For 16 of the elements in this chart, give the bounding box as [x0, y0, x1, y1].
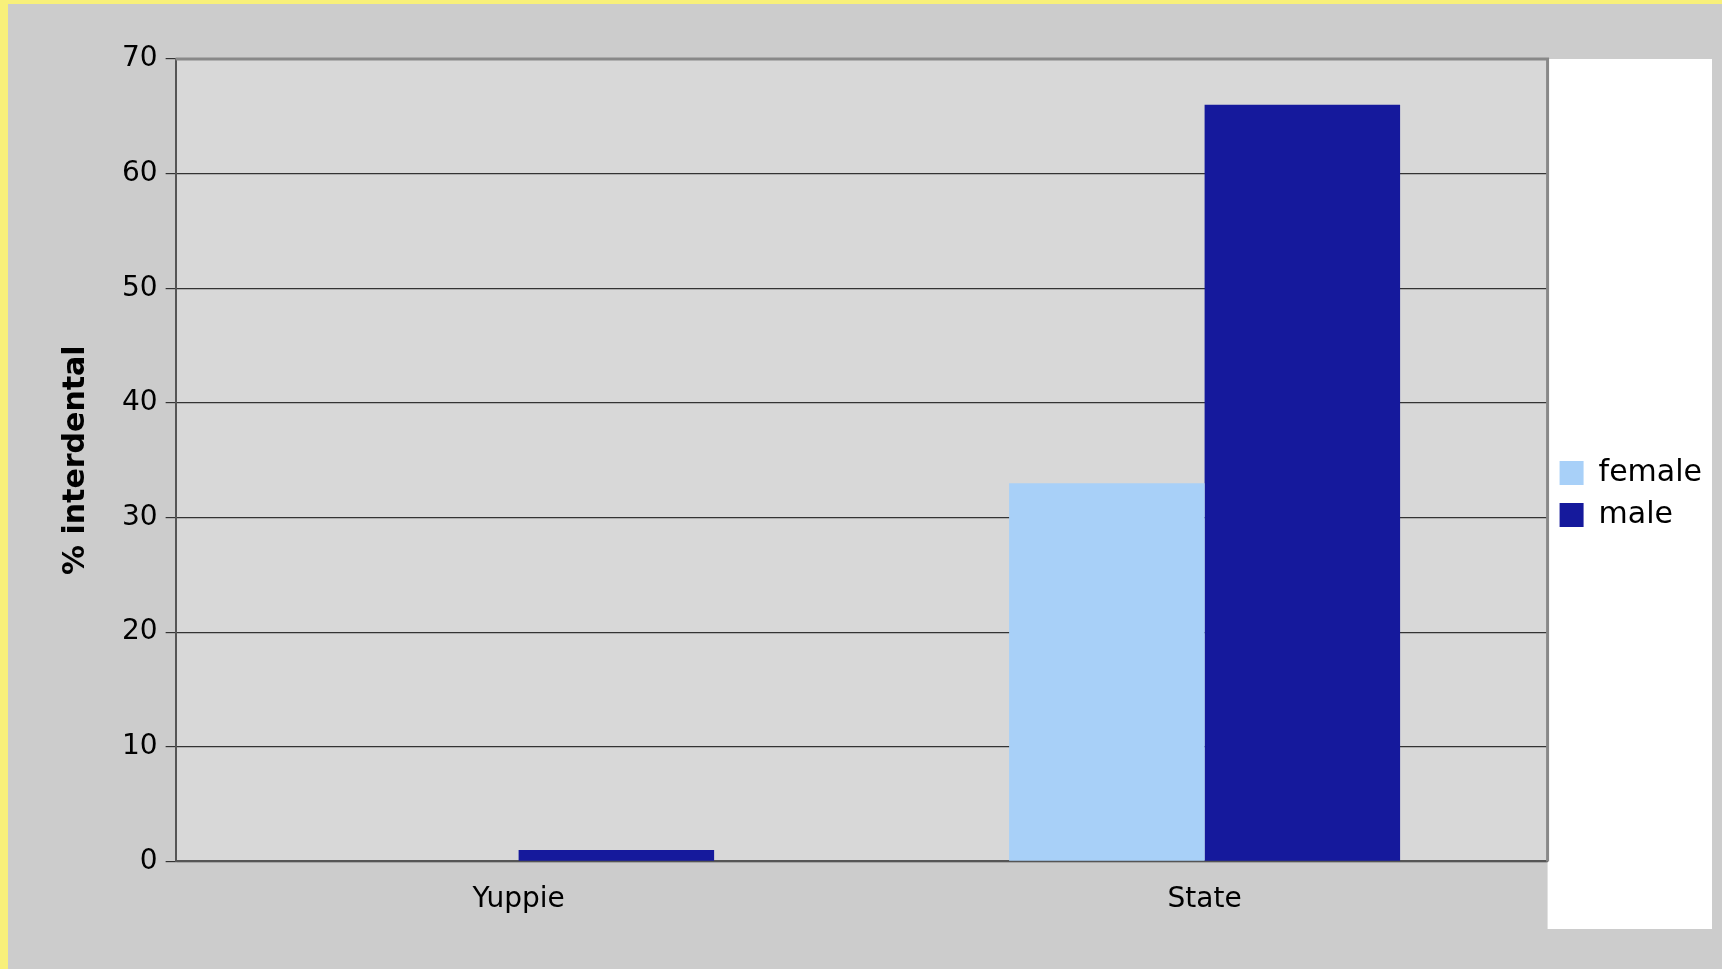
bar	[1204, 104, 1401, 861]
y-tick-label: 40	[121, 384, 158, 418]
bar	[1009, 483, 1205, 861]
legend-label: male	[1598, 494, 1673, 530]
legend-label: female	[1598, 452, 1702, 488]
y-tick-label: 60	[121, 154, 158, 188]
y-axis-title: % interdental	[55, 345, 91, 576]
x-tick-label: State	[1167, 881, 1242, 915]
y-tick-label: 30	[121, 498, 158, 532]
y-tick-label: 70	[121, 40, 158, 74]
y-tick-label: 0	[139, 842, 158, 876]
bar	[518, 849, 715, 861]
y-tick-label: 10	[121, 728, 158, 762]
x-tick-label: Yuppie	[471, 881, 565, 915]
y-tick-label: 50	[121, 269, 158, 303]
y-tick-label: 20	[121, 613, 158, 647]
